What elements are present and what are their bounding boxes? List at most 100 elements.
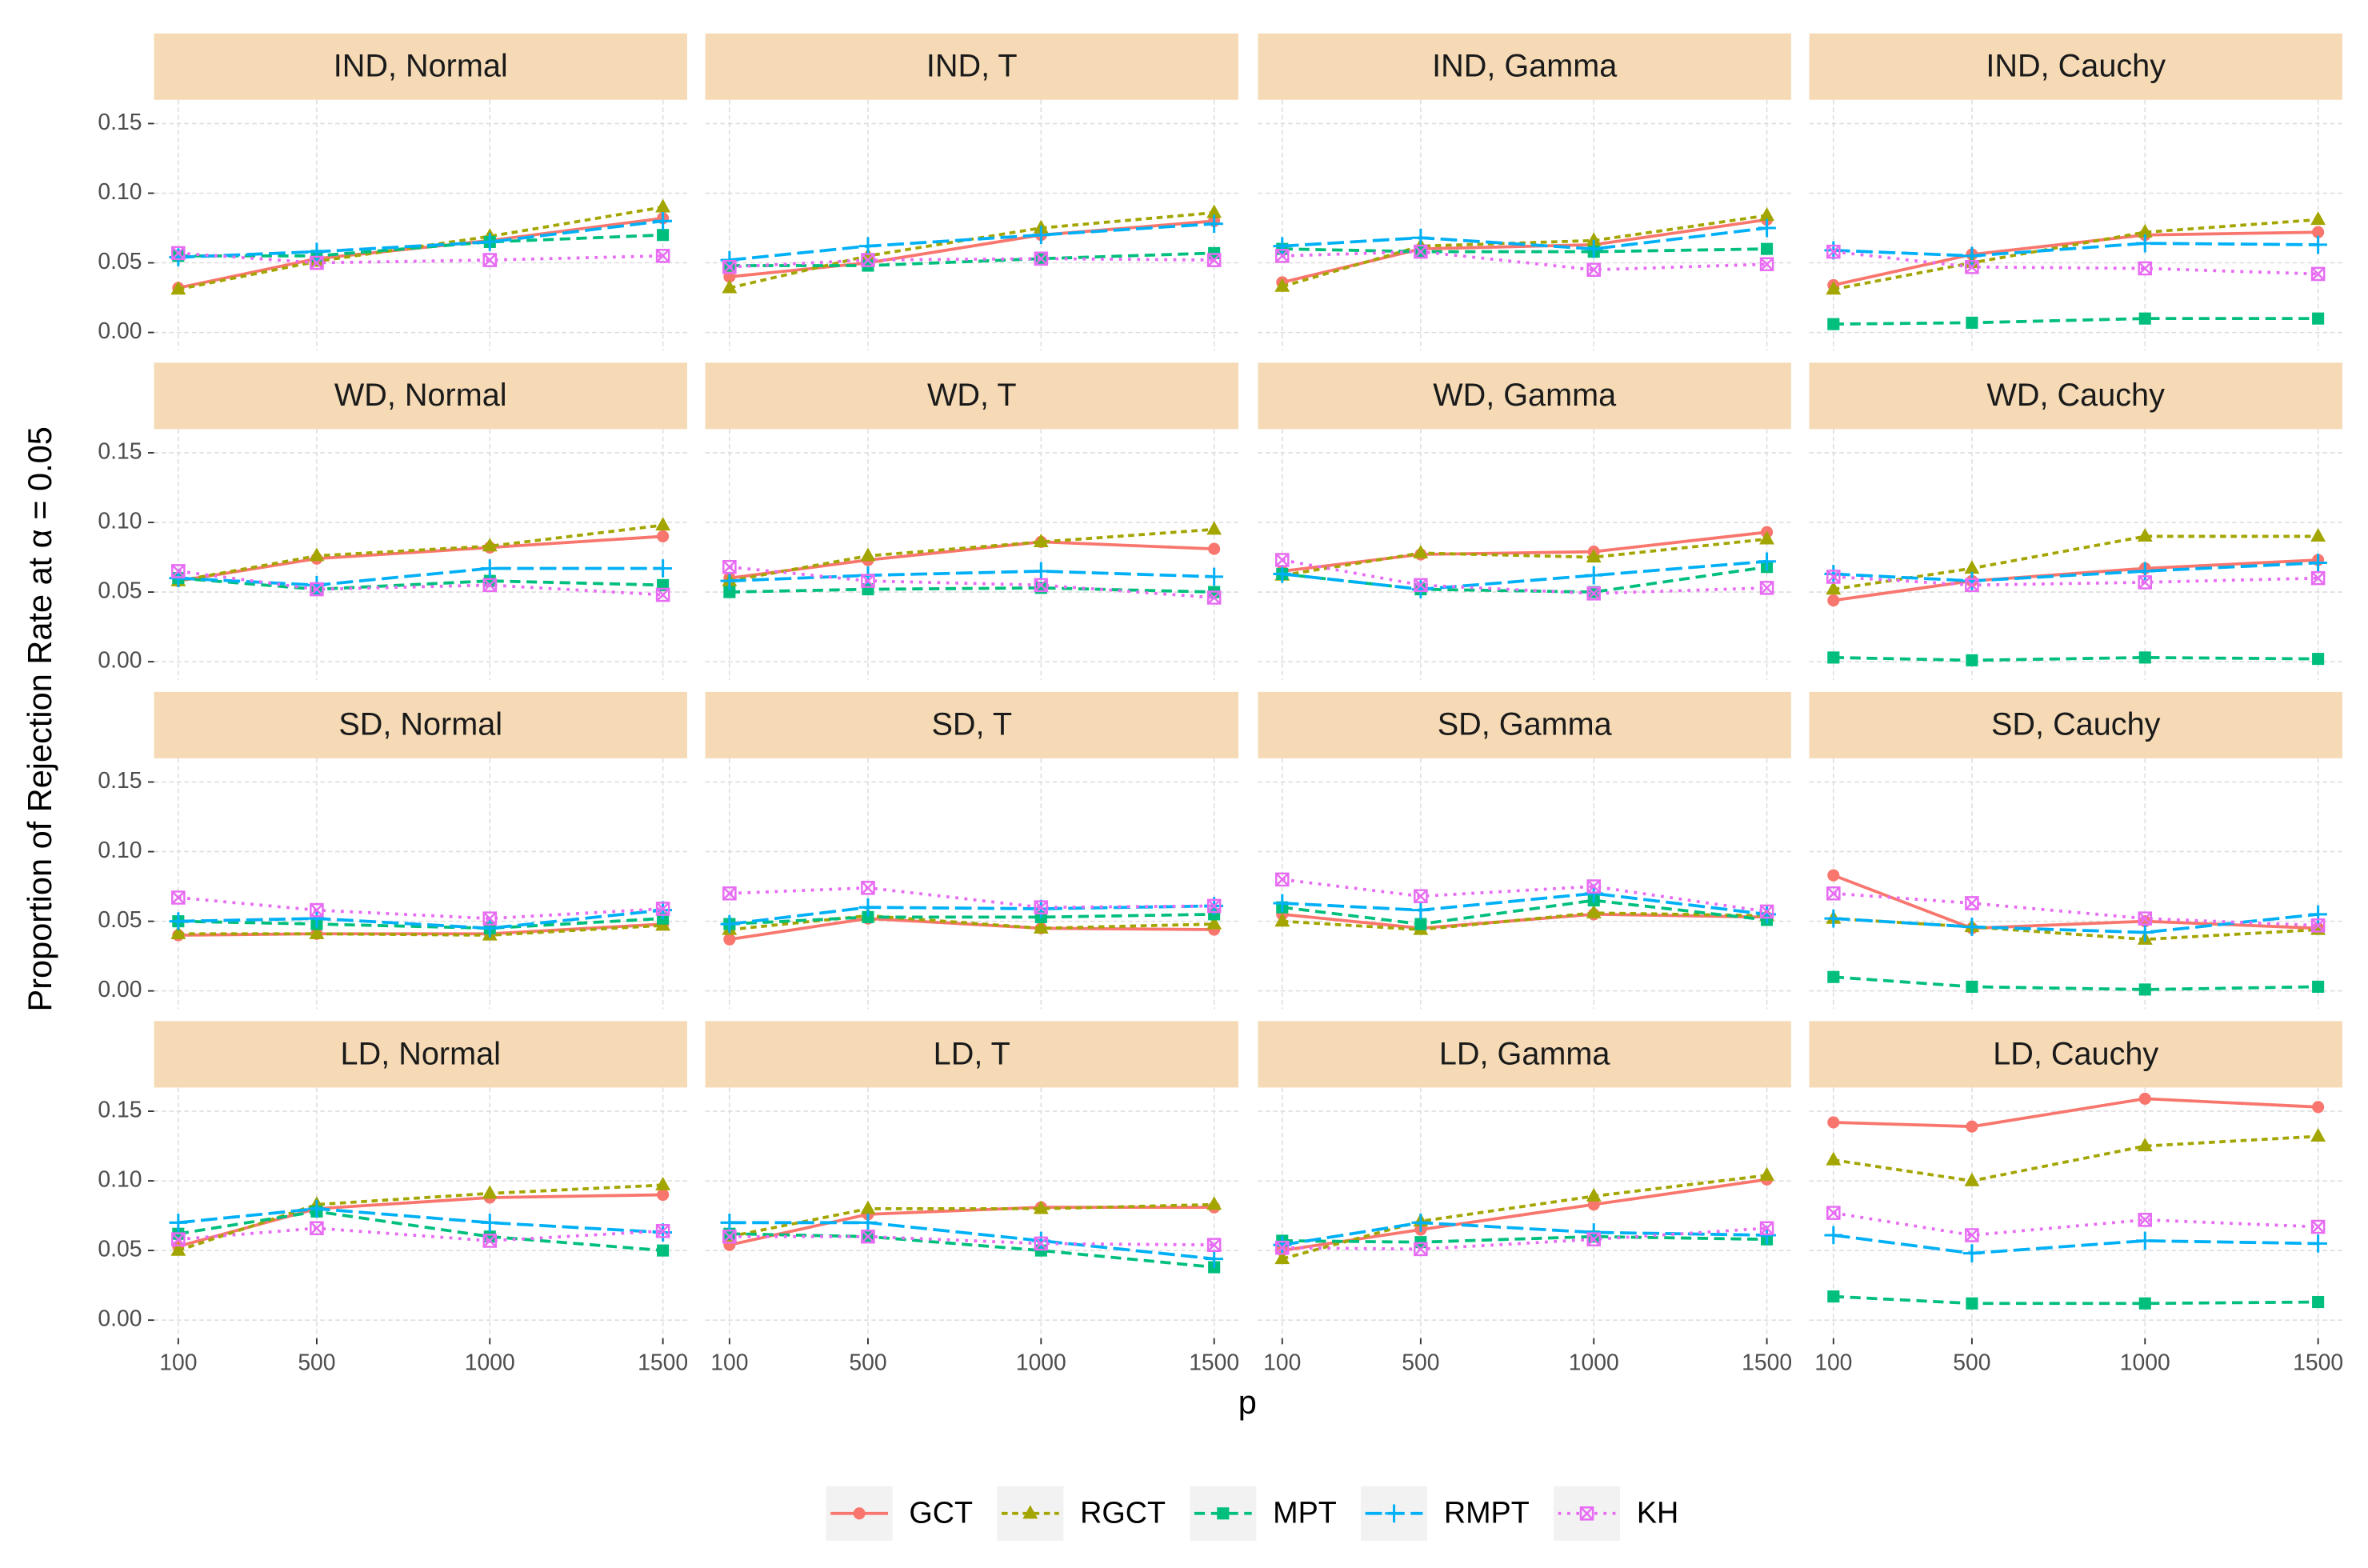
panel — [1809, 429, 2342, 680]
data-point — [655, 517, 671, 531]
data-point — [1758, 218, 1776, 238]
legend-marker — [1385, 1504, 1403, 1523]
series-line — [1833, 561, 2318, 583]
series-line — [1282, 1234, 1767, 1244]
strip-title: LD, T — [934, 1036, 1010, 1071]
data-point — [1273, 237, 1292, 255]
data-point — [2138, 1297, 2151, 1310]
y-tick-label: 0.05 — [98, 578, 142, 603]
strip — [705, 1021, 1238, 1088]
data-point — [482, 1234, 498, 1248]
data-point — [722, 279, 738, 294]
data-point — [1827, 970, 1840, 983]
data-point — [1274, 278, 1290, 292]
data-point — [1965, 896, 1979, 910]
y-tick-label: 0.00 — [98, 1306, 142, 1331]
data-point — [1414, 889, 1428, 904]
x-tick-label: 1000 — [1569, 1349, 1619, 1374]
data-point — [657, 530, 670, 542]
data-point — [1413, 544, 1429, 558]
y-tick-label: 0.00 — [98, 318, 142, 343]
strip — [1809, 362, 2342, 430]
data-point — [1824, 1226, 1843, 1245]
legend-label: RMPT — [1444, 1496, 1530, 1530]
data-point — [1033, 534, 1049, 547]
data-point — [1205, 214, 1223, 234]
y-tick-label: 0.10 — [98, 1166, 142, 1192]
series-line — [729, 251, 1214, 267]
data-point — [2135, 234, 2154, 253]
series-line — [1282, 1174, 1767, 1261]
data-point — [858, 237, 878, 255]
data-point — [2312, 980, 2325, 993]
strip-title: WD, Gamma — [1433, 378, 1617, 413]
data-point — [2138, 651, 2151, 664]
data-point — [1966, 654, 1978, 666]
data-point — [2310, 570, 2326, 586]
data-point — [1962, 918, 1982, 936]
data-point — [1966, 316, 1978, 329]
panel — [1809, 1087, 2342, 1338]
strip — [154, 33, 687, 100]
strip-title: IND, Cauchy — [1986, 49, 2166, 84]
y-tick-label: 0.10 — [98, 178, 142, 204]
series-line — [1833, 250, 2318, 276]
data-point — [657, 229, 670, 242]
data-point — [2309, 554, 2327, 572]
strip-title: SD, T — [931, 707, 1012, 742]
data-point — [655, 1176, 671, 1190]
data-point — [1586, 586, 1602, 601]
data-point — [1031, 226, 1050, 245]
data-point — [1274, 1250, 1290, 1265]
data-point — [1761, 242, 1774, 255]
panel — [705, 429, 1238, 680]
strip — [1258, 362, 1791, 430]
data-point — [2312, 226, 2325, 238]
data-point — [1965, 259, 1979, 274]
series-line — [729, 1232, 1214, 1269]
x-tick-label: 500 — [1953, 1349, 1990, 1374]
series-line — [729, 1221, 1214, 1261]
y-tick-label: 0.00 — [98, 647, 142, 673]
data-point — [1031, 562, 1050, 581]
strip — [154, 362, 687, 430]
data-point — [1827, 1290, 1840, 1303]
data-point — [2310, 266, 2326, 282]
data-point — [657, 1244, 670, 1257]
panel — [154, 758, 687, 1010]
strip-title: IND, T — [926, 49, 1018, 84]
legend-label: MPT — [1273, 1496, 1337, 1530]
strip-title: WD, Normal — [334, 378, 507, 413]
data-point — [1758, 552, 1776, 571]
panel — [1258, 758, 1791, 1010]
series-line — [178, 206, 663, 291]
series-line — [1282, 530, 1767, 573]
data-point — [310, 1221, 324, 1236]
data-point — [1206, 898, 1222, 914]
series-line — [178, 566, 663, 587]
x-axis-title: p — [1238, 1383, 1257, 1421]
legend-marker — [1217, 1507, 1230, 1520]
data-point — [861, 253, 875, 267]
series-line — [178, 923, 663, 937]
data-point — [1275, 1240, 1290, 1255]
series-line — [729, 527, 1214, 582]
data-point — [1826, 886, 1841, 901]
series-line — [1282, 878, 1767, 914]
y-tick-label: 0.15 — [98, 438, 142, 463]
series-line — [1282, 1221, 1767, 1247]
data-point — [171, 246, 186, 261]
panel — [1258, 99, 1791, 351]
data-point — [1206, 1238, 1222, 1252]
strip — [1258, 691, 1791, 758]
x-tick-label: 1500 — [1189, 1349, 1239, 1374]
data-point — [1414, 918, 1427, 930]
data-point — [1827, 594, 1840, 607]
data-point — [655, 198, 671, 213]
series-line — [1833, 1097, 2318, 1129]
series-line — [729, 222, 1214, 262]
strip-title: WD, Cauchy — [1987, 378, 2166, 413]
data-point — [1587, 586, 1600, 598]
data-point — [655, 587, 670, 602]
